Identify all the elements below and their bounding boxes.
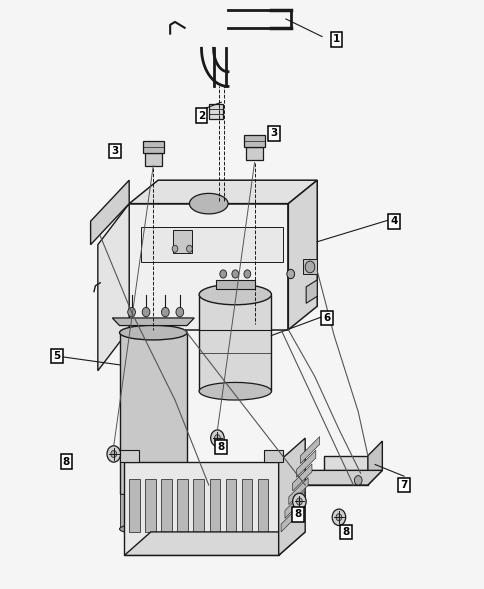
Text: 3: 3 [111, 146, 118, 156]
Polygon shape [119, 450, 138, 462]
Polygon shape [300, 436, 319, 464]
Circle shape [332, 509, 345, 525]
Polygon shape [180, 471, 381, 485]
Text: 7: 7 [399, 480, 407, 490]
Circle shape [296, 498, 302, 505]
Polygon shape [292, 464, 311, 491]
Polygon shape [91, 180, 129, 244]
Ellipse shape [189, 193, 227, 214]
Polygon shape [129, 180, 317, 204]
Polygon shape [145, 479, 155, 532]
Polygon shape [138, 494, 145, 529]
Polygon shape [287, 180, 317, 330]
Polygon shape [302, 259, 317, 274]
Polygon shape [129, 204, 287, 330]
Polygon shape [245, 147, 263, 160]
Polygon shape [257, 479, 268, 532]
Polygon shape [158, 494, 165, 529]
Polygon shape [305, 280, 317, 303]
Polygon shape [288, 478, 307, 505]
Polygon shape [148, 494, 155, 529]
Polygon shape [264, 450, 283, 462]
Polygon shape [124, 532, 304, 555]
Circle shape [161, 307, 169, 317]
Circle shape [210, 430, 224, 446]
Polygon shape [209, 104, 222, 118]
Polygon shape [193, 479, 204, 532]
Circle shape [335, 514, 341, 521]
Text: 8: 8 [217, 442, 224, 452]
Circle shape [185, 476, 193, 485]
Polygon shape [141, 227, 283, 262]
Polygon shape [209, 479, 220, 532]
Circle shape [176, 307, 183, 317]
Polygon shape [129, 494, 136, 529]
Polygon shape [142, 141, 164, 153]
Circle shape [354, 476, 362, 485]
Text: 8: 8 [342, 527, 349, 537]
Polygon shape [199, 294, 271, 391]
Circle shape [111, 451, 116, 458]
Text: 3: 3 [270, 128, 277, 138]
Text: 1: 1 [332, 35, 339, 45]
Polygon shape [367, 441, 381, 485]
Circle shape [286, 269, 294, 279]
Ellipse shape [199, 382, 271, 400]
Ellipse shape [199, 284, 271, 305]
Circle shape [214, 435, 220, 442]
Circle shape [277, 476, 284, 485]
Circle shape [127, 307, 135, 317]
Circle shape [292, 493, 305, 509]
Circle shape [231, 270, 238, 278]
Polygon shape [278, 438, 304, 555]
Circle shape [107, 446, 120, 462]
Polygon shape [161, 479, 172, 532]
Circle shape [186, 245, 192, 252]
Text: 5: 5 [53, 351, 60, 361]
Ellipse shape [119, 325, 187, 340]
Polygon shape [144, 153, 162, 166]
Circle shape [219, 270, 226, 278]
Text: 2: 2 [197, 111, 205, 121]
Polygon shape [119, 333, 187, 494]
Polygon shape [180, 456, 367, 485]
Polygon shape [285, 491, 303, 518]
Circle shape [142, 307, 150, 317]
Text: 6: 6 [323, 313, 330, 323]
Polygon shape [215, 280, 254, 289]
Polygon shape [177, 479, 188, 532]
Polygon shape [281, 505, 300, 532]
Text: 8: 8 [63, 456, 70, 466]
Polygon shape [129, 479, 139, 532]
Polygon shape [112, 318, 194, 326]
Polygon shape [124, 462, 278, 555]
Circle shape [172, 245, 178, 252]
Polygon shape [241, 479, 252, 532]
Ellipse shape [119, 523, 187, 535]
Polygon shape [167, 494, 174, 529]
Text: 4: 4 [390, 216, 397, 226]
Polygon shape [119, 494, 126, 529]
Polygon shape [172, 230, 192, 253]
Polygon shape [177, 494, 184, 529]
Polygon shape [296, 450, 315, 477]
Circle shape [304, 261, 314, 273]
Polygon shape [98, 204, 129, 370]
Polygon shape [225, 479, 236, 532]
Polygon shape [243, 135, 265, 147]
Text: 8: 8 [294, 509, 301, 519]
Circle shape [243, 270, 250, 278]
